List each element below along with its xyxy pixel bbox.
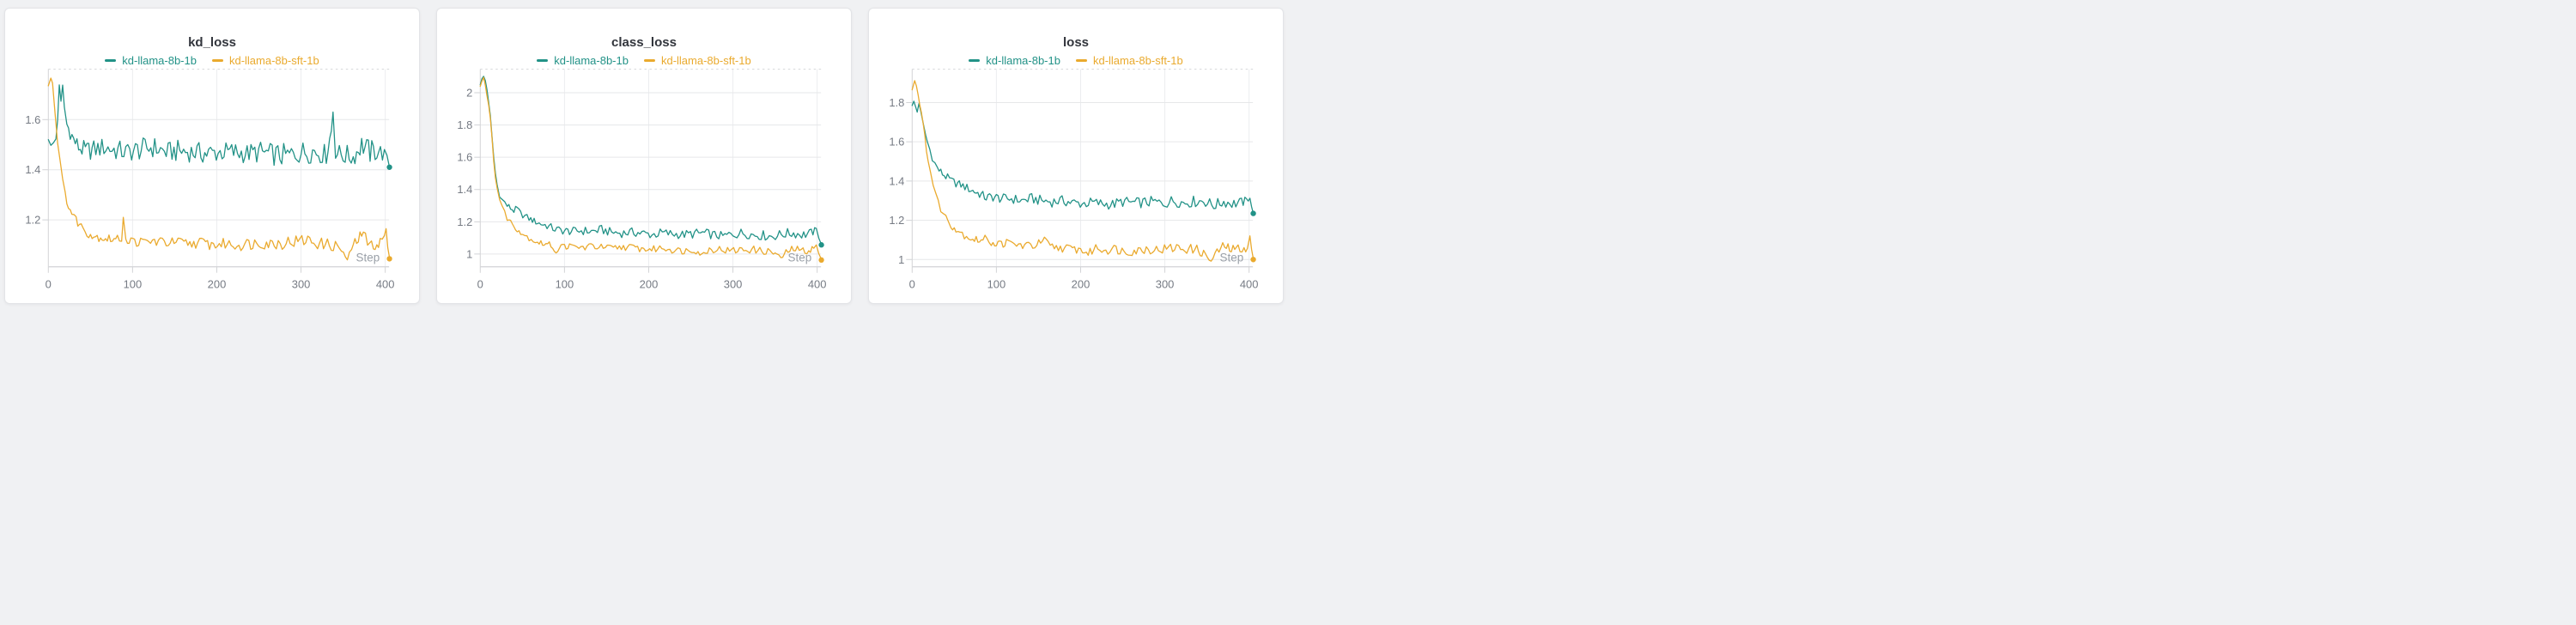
panels-row: kd_loss kd-llama-8b-1b kd-llama-8b-sft-1… [0, 0, 1288, 304]
legend-item-kd-llama-8b-sft-1b[interactable]: kd-llama-8b-sft-1b [211, 53, 319, 67]
svg-text:300: 300 [724, 278, 743, 291]
svg-text:1.6: 1.6 [889, 136, 904, 149]
svg-text:100: 100 [556, 278, 574, 291]
legend-item-kd-llama-8b-1b[interactable]: kd-llama-8b-1b [537, 54, 629, 67]
panel-title: loss [1062, 35, 1089, 50]
panel-title: kd_loss [188, 35, 236, 50]
legend-item-kd-llama-8b-sft-1b[interactable]: kd-llama-8b-sft-1b [643, 53, 751, 67]
svg-text:1.8: 1.8 [457, 118, 472, 131]
legend-dash-icon [211, 58, 223, 62]
svg-text:400: 400 [376, 278, 395, 291]
svg-text:1.4: 1.4 [457, 183, 472, 196]
legend-dash-icon [643, 58, 655, 62]
panel-title: class_loss [611, 35, 677, 50]
svg-text:1: 1 [898, 253, 904, 266]
svg-text:300: 300 [292, 278, 311, 291]
svg-text:100: 100 [987, 278, 1006, 291]
svg-text:2: 2 [466, 87, 472, 100]
svg-text:1.2: 1.2 [889, 214, 904, 227]
legend-label: kd-llama-8b-1b [554, 53, 629, 67]
svg-text:1.8: 1.8 [889, 96, 904, 109]
svg-text:100: 100 [124, 278, 143, 291]
chart-kd-loss[interactable]: 0 100 200 300 400 1.2 1.4 1.6 Step [5, 9, 419, 303]
legend-label: kd-llama-8b-1b [122, 53, 197, 67]
chart-loss[interactable]: 0 100 200 300 400 1 1.2 1.4 1.6 1.8 Step [869, 9, 1283, 303]
legend-label: kd-llama-8b-sft-1b [228, 53, 319, 67]
svg-text:1: 1 [466, 247, 472, 260]
svg-text:Step: Step [356, 251, 380, 264]
legend-dash-icon [105, 58, 117, 62]
svg-text:200: 200 [208, 278, 227, 291]
svg-text:1.6: 1.6 [457, 151, 472, 164]
panel-legend: kd-llama-8b-1b kd-llama-8b-sft-1b [437, 53, 851, 67]
svg-text:Step: Step [1220, 251, 1244, 264]
svg-text:1.4: 1.4 [25, 163, 40, 176]
legend-label: kd-llama-8b-1b [986, 53, 1060, 67]
legend-item-kd-llama-8b-1b[interactable]: kd-llama-8b-1b [105, 54, 197, 67]
svg-text:200: 200 [1072, 278, 1091, 291]
panel-legend: kd-llama-8b-1b kd-llama-8b-sft-1b [5, 53, 419, 67]
legend-dash-icon [1075, 58, 1087, 62]
svg-text:400: 400 [1240, 278, 1259, 291]
panel-class-loss: class_loss kd-llama-8b-1b kd-llama-8b-sf… [436, 8, 852, 304]
panel-kd-loss: kd_loss kd-llama-8b-1b kd-llama-8b-sft-1… [4, 8, 420, 304]
svg-text:1.2: 1.2 [457, 215, 472, 228]
legend-label: kd-llama-8b-sft-1b [660, 53, 751, 67]
panel-loss: loss kd-llama-8b-1b kd-llama-8b-sft-1b 0… [868, 8, 1284, 304]
svg-text:1.2: 1.2 [25, 214, 40, 227]
svg-text:0: 0 [46, 278, 52, 291]
svg-text:1.4: 1.4 [889, 174, 904, 187]
svg-text:0: 0 [477, 278, 483, 291]
svg-text:1.6: 1.6 [25, 113, 40, 126]
panel-legend: kd-llama-8b-1b kd-llama-8b-sft-1b [869, 53, 1283, 67]
legend-item-kd-llama-8b-sft-1b[interactable]: kd-llama-8b-sft-1b [1075, 53, 1183, 67]
svg-text:Step: Step [788, 251, 812, 264]
legend-item-kd-llama-8b-1b[interactable]: kd-llama-8b-1b [969, 54, 1060, 67]
svg-text:300: 300 [1156, 278, 1175, 291]
svg-text:400: 400 [808, 278, 827, 291]
legend-dash-icon [537, 58, 549, 62]
legend-dash-icon [969, 58, 981, 62]
legend-label: kd-llama-8b-sft-1b [1092, 53, 1183, 67]
svg-text:0: 0 [909, 278, 915, 291]
svg-text:200: 200 [640, 278, 659, 291]
chart-class-loss[interactable]: 0 100 200 300 400 1 1.2 1.4 1.6 1.8 2 Step [437, 9, 851, 303]
